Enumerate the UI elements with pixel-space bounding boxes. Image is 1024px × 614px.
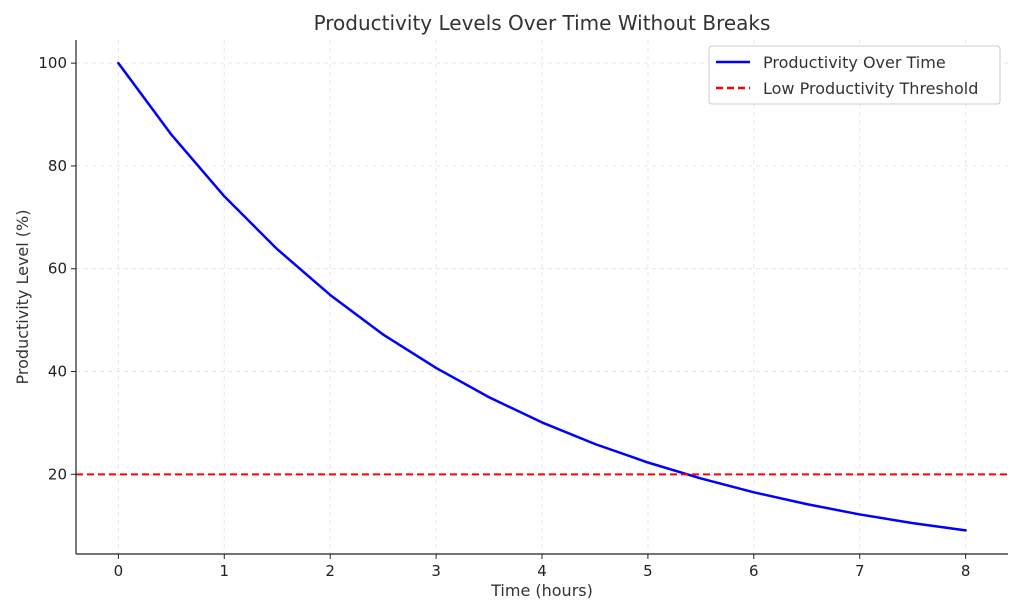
- x-tick-label: 7: [855, 562, 865, 580]
- chart-title: Productivity Levels Over Time Without Br…: [314, 11, 771, 35]
- y-tick-label: 60: [48, 260, 67, 278]
- x-tick-label: 3: [431, 562, 441, 580]
- y-axis-label: Productivity Level (%): [13, 210, 32, 385]
- x-tick-label: 5: [643, 562, 653, 580]
- x-tick-label: 2: [325, 562, 335, 580]
- y-tick-label: 20: [48, 465, 67, 483]
- series-line-productivity: [117, 61, 967, 532]
- x-tick-label: 1: [219, 562, 229, 580]
- y-tick-label: 80: [48, 157, 67, 175]
- grid: [76, 40, 1008, 554]
- ticks: 0 1 2 3 4 5 6 7 8 20 40 60 80 100: [38, 54, 970, 580]
- x-axis-label: Time (hours): [490, 581, 593, 600]
- x-tick-label: 8: [961, 562, 971, 580]
- series-layer: [76, 61, 1008, 532]
- legend-label: Low Productivity Threshold: [763, 79, 978, 98]
- legend-label: Productivity Over Time: [763, 53, 946, 72]
- x-tick-label: 6: [749, 562, 759, 580]
- y-tick-label: 100: [38, 54, 67, 72]
- legend: Productivity Over Time Low Productivity T…: [708, 45, 1001, 105]
- y-tick-label: 40: [48, 363, 67, 381]
- legend-box: [708, 45, 1001, 105]
- x-tick-label: 4: [537, 562, 547, 580]
- x-tick-label: 0: [114, 562, 124, 580]
